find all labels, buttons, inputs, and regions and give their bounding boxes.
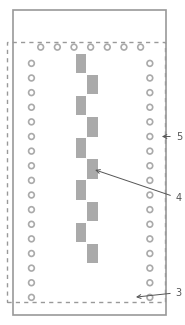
Text: 3: 3 — [137, 288, 182, 298]
Bar — [7, 42, 165, 302]
Bar — [87, 244, 98, 263]
Bar — [76, 180, 87, 200]
Bar — [13, 10, 166, 315]
Bar — [87, 202, 98, 221]
Text: 4: 4 — [96, 170, 182, 203]
Bar — [76, 223, 87, 242]
Bar — [87, 117, 98, 136]
Bar — [76, 96, 87, 115]
Bar — [87, 75, 98, 94]
Bar — [76, 54, 87, 73]
Bar — [87, 159, 98, 179]
Text: 5: 5 — [163, 132, 182, 141]
Bar — [76, 138, 87, 158]
